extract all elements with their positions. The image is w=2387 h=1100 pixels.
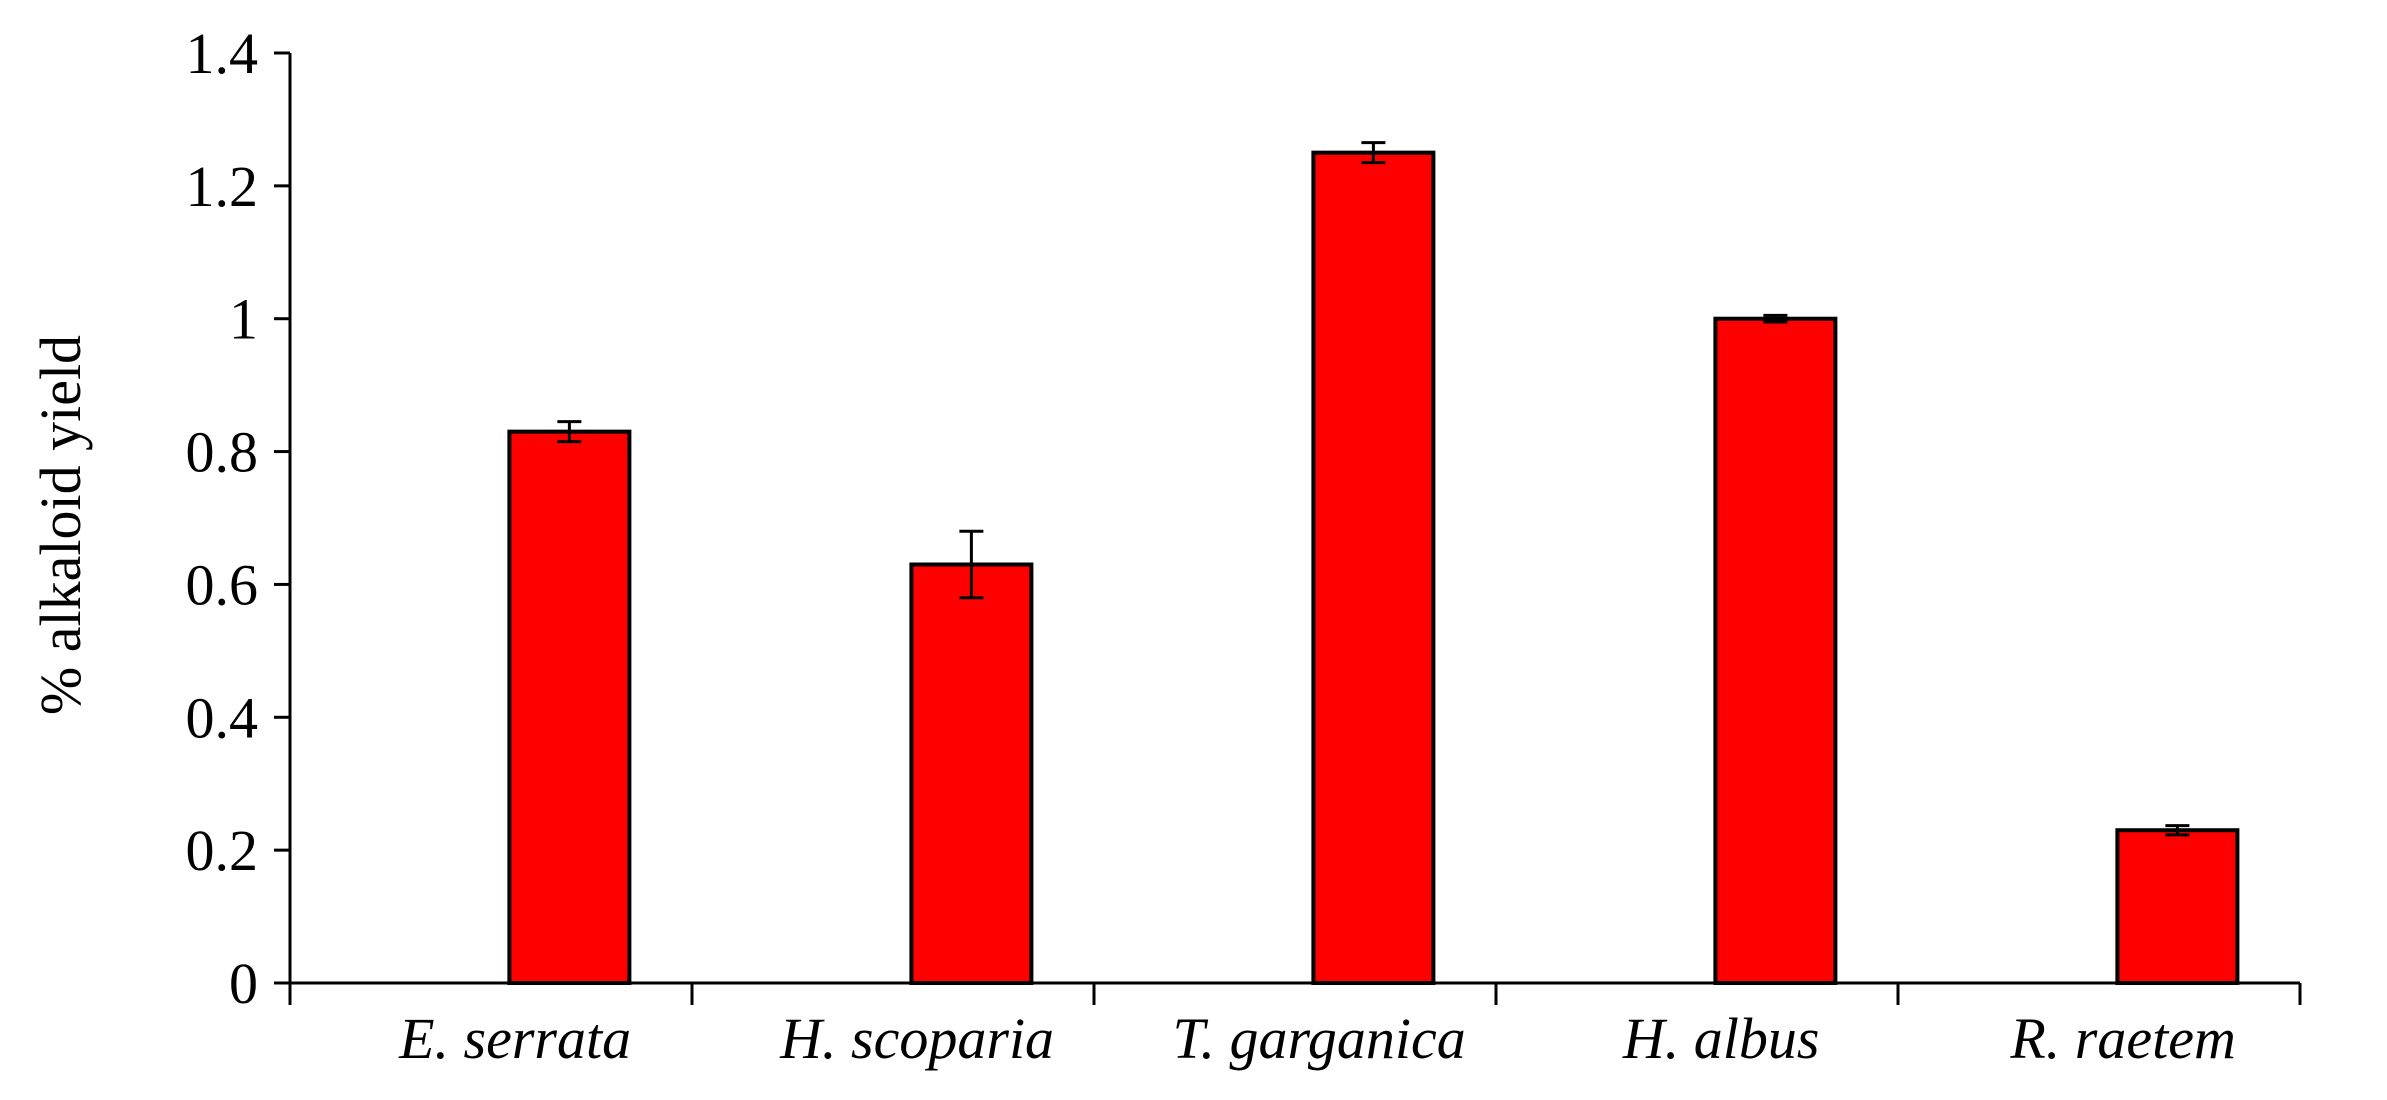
bar [909, 562, 1034, 985]
bar [2115, 828, 2240, 986]
tick-labels: 0 0.2 0.4 0.6 0.8 1 1.2 1.4 E. serrata H. scopari… [186, 21, 2236, 1071]
x-category-label: H. albus [1622, 1006, 1820, 1071]
x-category-label: E. serrata [398, 1006, 631, 1071]
y-tick-label: 1.2 [186, 154, 259, 219]
x-category-label: H. scoparia [779, 1006, 1054, 1071]
y-axis-title: % alkaloid yield [28, 335, 93, 715]
y-tick-label: 0.8 [186, 420, 259, 485]
y-tick-label: 0.2 [186, 818, 259, 883]
y-tick-label: 0.4 [186, 685, 259, 750]
x-category-label: R. raetem [2009, 1006, 2236, 1071]
y-tick-label: 1.4 [186, 21, 259, 86]
bars [507, 150, 2240, 986]
error-bars [557, 141, 2190, 837]
bar [1713, 316, 1838, 985]
bar [507, 429, 632, 985]
y-tick-label: 0.6 [186, 552, 259, 617]
x-category-label: T. garganica [1173, 1006, 1466, 1071]
bar [1311, 150, 1436, 985]
y-tick-label: 0 [229, 951, 258, 1016]
y-tick-label: 1 [229, 287, 258, 352]
